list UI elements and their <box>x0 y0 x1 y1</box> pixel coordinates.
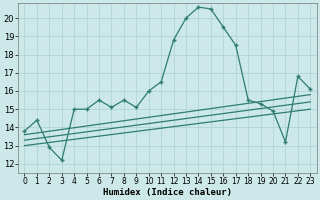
X-axis label: Humidex (Indice chaleur): Humidex (Indice chaleur) <box>103 188 232 197</box>
